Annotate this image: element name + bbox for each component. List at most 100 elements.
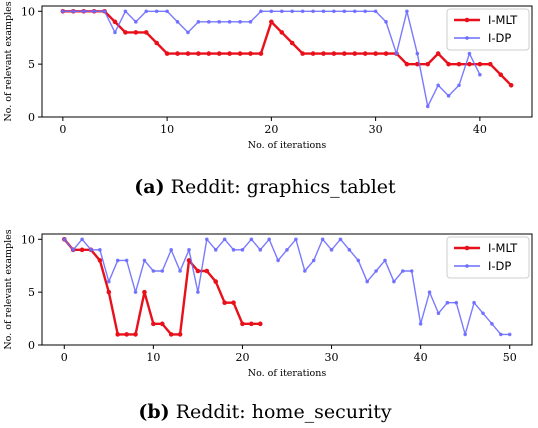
data-point	[269, 19, 274, 25]
series-i-mlt	[61, 236, 263, 337]
data-point	[133, 30, 139, 35]
data-point	[222, 237, 227, 242]
caption-label: (b)	[138, 401, 169, 423]
legend: I-MLT I-DP	[446, 8, 530, 51]
data-point	[169, 248, 173, 252]
data-point	[401, 269, 405, 273]
data-point	[259, 9, 263, 14]
data-point	[240, 321, 245, 327]
data-point	[285, 248, 289, 252]
data-point	[240, 248, 245, 252]
data-point	[133, 332, 138, 337]
data-point	[160, 269, 165, 273]
data-point	[154, 40, 159, 46]
data-point	[71, 248, 75, 252]
x-tick-label: 40	[473, 123, 487, 136]
data-point	[196, 20, 201, 24]
data-point	[248, 51, 253, 56]
legend-label: I-MLT	[488, 13, 518, 27]
data-point	[383, 258, 387, 263]
data-point	[231, 300, 236, 306]
data-point	[124, 332, 129, 337]
data-point	[463, 332, 467, 337]
data-point	[321, 51, 326, 56]
data-point	[165, 9, 169, 14]
data-point	[206, 51, 212, 56]
data-point	[446, 61, 451, 67]
data-point	[97, 258, 103, 263]
data-point	[373, 51, 378, 56]
data-point	[151, 269, 156, 273]
data-point	[80, 237, 84, 242]
data-point	[454, 300, 459, 305]
data-point	[409, 269, 414, 273]
series-line	[63, 238, 510, 336]
data-point	[151, 321, 156, 327]
data-point	[227, 20, 232, 24]
data-point	[71, 9, 76, 14]
data-point	[89, 248, 93, 252]
data-point	[321, 9, 326, 14]
data-point	[178, 269, 182, 273]
data-point	[456, 61, 462, 67]
y-tick-label: 0	[28, 339, 35, 352]
data-point	[115, 332, 121, 337]
data-point	[216, 51, 222, 56]
x-tick-label: 0	[61, 351, 68, 364]
x-axis-title: No. of iterations	[248, 140, 327, 151]
caption-text: Reddit: graphics_tablet	[171, 176, 396, 198]
data-point	[384, 20, 388, 24]
data-point	[175, 20, 180, 24]
data-point	[467, 51, 472, 56]
data-point	[294, 237, 298, 242]
data-point	[187, 248, 191, 252]
caption-text: Reddit: home_security	[176, 401, 392, 423]
data-point	[142, 289, 147, 295]
data-point	[374, 269, 378, 273]
data-point	[61, 9, 65, 14]
data-point	[62, 237, 67, 242]
data-point	[142, 258, 147, 263]
data-point	[107, 279, 111, 284]
x-tick-label: 10	[146, 351, 160, 364]
data-point	[175, 51, 180, 56]
y-tick-label: 5	[28, 286, 35, 299]
series-line	[62, 10, 513, 87]
data-point	[133, 290, 138, 294]
data-point	[213, 279, 219, 284]
data-point	[342, 51, 347, 56]
data-point	[269, 9, 274, 14]
data-point	[300, 51, 305, 56]
series-line	[63, 238, 261, 336]
chart-graphics-tablet: 0 10 20 30 40 0 5 10 No. of iterations No. of rel…	[3, 1, 533, 198]
data-point	[436, 311, 441, 316]
data-point	[217, 20, 222, 24]
data-point	[415, 51, 420, 56]
data-point	[436, 83, 440, 88]
data-point	[185, 51, 191, 56]
data-point	[249, 237, 254, 242]
data-point	[338, 237, 343, 242]
x-tick-label: 40	[414, 351, 428, 364]
caption-label: (a)	[134, 176, 164, 198]
data-point	[213, 248, 218, 252]
data-point	[404, 61, 410, 67]
legend-marker	[464, 245, 470, 251]
x-tick-label: 30	[325, 351, 339, 364]
data-point	[196, 51, 201, 56]
data-point	[248, 20, 253, 24]
data-point	[79, 247, 85, 253]
x-tick-label: 10	[160, 123, 174, 136]
data-point	[356, 258, 361, 263]
data-point	[290, 9, 295, 14]
data-point	[231, 248, 236, 252]
data-point	[383, 51, 389, 56]
data-point	[186, 30, 190, 35]
figure-caption: (a) Reddit: graphics_tablet	[134, 176, 396, 198]
data-point	[123, 9, 128, 14]
data-point	[303, 269, 307, 273]
x-tick-label: 20	[264, 123, 278, 136]
legend-marker	[464, 17, 470, 23]
data-point	[498, 72, 504, 78]
data-point	[508, 82, 514, 88]
